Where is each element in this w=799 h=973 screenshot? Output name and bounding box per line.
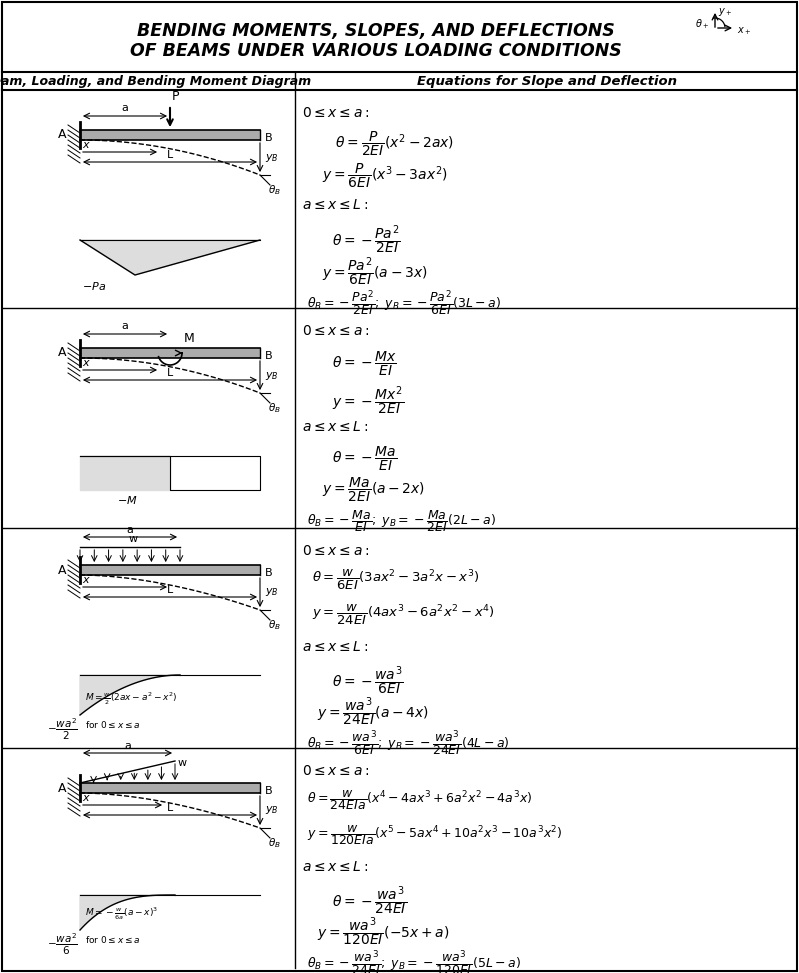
Text: B: B — [265, 786, 272, 796]
Bar — [80, 130, 260, 140]
Text: OF BEAMS UNDER VARIOUS LOADING CONDITIONS: OF BEAMS UNDER VARIOUS LOADING CONDITION… — [129, 42, 622, 60]
Text: $\theta_B = -\dfrac{wa^3}{24EI};\; y_B = -\dfrac{wa^3}{120EI}(5L - a)$: $\theta_B = -\dfrac{wa^3}{24EI};\; y_B =… — [307, 948, 521, 973]
Text: $x$: $x$ — [82, 140, 91, 150]
Text: a: a — [121, 103, 129, 113]
Text: $x_+$: $x_+$ — [737, 25, 751, 37]
Text: $0 \leq x \leq a:$: $0 \leq x \leq a:$ — [302, 764, 369, 778]
Text: $y = \dfrac{wa^3}{120EI}(-5x + a)$: $y = \dfrac{wa^3}{120EI}(-5x + a)$ — [317, 915, 450, 948]
Text: $y_B$: $y_B$ — [265, 587, 279, 598]
Text: $\theta = -\dfrac{wa^3}{6EI}$: $\theta = -\dfrac{wa^3}{6EI}$ — [332, 664, 403, 697]
Text: $a \leq x \leq L:$: $a \leq x \leq L:$ — [302, 198, 368, 212]
Text: $\theta = -\dfrac{Pa^2}{2EI}$: $\theta = -\dfrac{Pa^2}{2EI}$ — [332, 223, 400, 256]
Polygon shape — [80, 456, 170, 490]
Text: $y_+$: $y_+$ — [718, 6, 732, 18]
Text: $y_B$: $y_B$ — [265, 152, 279, 163]
Text: a: a — [121, 321, 129, 331]
Text: $0 \leq x \leq a:$: $0 \leq x \leq a:$ — [302, 544, 369, 558]
Text: L: L — [167, 150, 173, 160]
Text: $\theta = -\dfrac{Ma}{EI}$: $\theta = -\dfrac{Ma}{EI}$ — [332, 445, 397, 473]
Text: $\theta_B$: $\theta_B$ — [268, 618, 281, 631]
Text: $\quad\theta = \dfrac{P}{2EI}(x^2 - 2ax)$: $\quad\theta = \dfrac{P}{2EI}(x^2 - 2ax)… — [322, 130, 454, 159]
Text: $\theta = \dfrac{w}{24EIa}(x^4 - 4ax^3 + 6a^2x^2 - 4a^3x)$: $\theta = \dfrac{w}{24EIa}(x^4 - 4ax^3 +… — [307, 788, 532, 811]
Text: M: M — [184, 333, 195, 345]
Text: $\theta = -\dfrac{wa^3}{24EI}$: $\theta = -\dfrac{wa^3}{24EI}$ — [332, 884, 407, 917]
Text: $\theta_B$: $\theta_B$ — [268, 183, 281, 197]
Text: $\theta_B = -\dfrac{Ma}{EI};\; y_B = -\dfrac{Ma}{2EI}(2L - a)$: $\theta_B = -\dfrac{Ma}{EI};\; y_B = -\d… — [307, 508, 496, 534]
Text: $-\dfrac{wa^2}{2}$: $-\dfrac{wa^2}{2}$ — [47, 717, 78, 742]
Text: L: L — [167, 368, 173, 378]
Text: B: B — [265, 568, 272, 578]
Text: A: A — [58, 346, 66, 359]
Text: w: w — [129, 534, 137, 544]
Polygon shape — [80, 240, 260, 275]
Bar — [80, 783, 260, 793]
Text: $0 \leq x \leq a:$: $0 \leq x \leq a:$ — [302, 324, 369, 338]
Text: A: A — [58, 128, 66, 141]
Text: a: a — [124, 741, 131, 751]
Text: $\theta = -\dfrac{Mx}{EI}$: $\theta = -\dfrac{Mx}{EI}$ — [332, 350, 397, 378]
Text: $y = \dfrac{Pa^2}{6EI}(a - 3x)$: $y = \dfrac{Pa^2}{6EI}(a - 3x)$ — [322, 255, 427, 288]
Text: $\theta_B = -\dfrac{wa^3}{6EI};\; y_B = -\dfrac{wa^3}{24EI}(4L - a)$: $\theta_B = -\dfrac{wa^3}{6EI};\; y_B = … — [307, 728, 510, 758]
Text: B: B — [265, 133, 272, 143]
Bar — [80, 348, 260, 358]
Text: $\theta_B$: $\theta_B$ — [268, 836, 281, 849]
Text: $y = \dfrac{w}{24EI}(4ax^3 - 6a^2x^2 - x^4)$: $y = \dfrac{w}{24EI}(4ax^3 - 6a^2x^2 - x… — [312, 603, 495, 628]
Text: $-Pa$: $-Pa$ — [82, 280, 106, 292]
Text: $M=-\frac{w}{6a}(a-x)^3$: $M=-\frac{w}{6a}(a-x)^3$ — [85, 906, 158, 922]
Text: $a \leq x \leq L:$: $a \leq x \leq L:$ — [302, 860, 368, 874]
Text: A: A — [58, 563, 66, 576]
Text: $x$: $x$ — [82, 575, 91, 585]
Text: Equations for Slope and Deflection: Equations for Slope and Deflection — [417, 75, 677, 88]
Text: $y_B$: $y_B$ — [265, 370, 279, 381]
Text: $-M$: $-M$ — [117, 494, 137, 506]
Text: L: L — [167, 803, 173, 813]
Text: $\theta_B = -\dfrac{Pa^2}{2EI};\; y_B = -\dfrac{Pa^2}{6EI}(3L - a)$: $\theta_B = -\dfrac{Pa^2}{2EI};\; y_B = … — [307, 288, 501, 317]
Text: $0 \leq x \leq a:$: $0 \leq x \leq a:$ — [302, 106, 369, 120]
Text: for $0\leq x \leq a$: for $0\leq x \leq a$ — [85, 934, 141, 945]
Text: $-\dfrac{wa^2}{6}$: $-\dfrac{wa^2}{6}$ — [47, 932, 78, 957]
Text: Beam, Loading, and Bending Moment Diagram: Beam, Loading, and Bending Moment Diagra… — [0, 75, 312, 88]
Text: $a \leq x \leq L:$: $a \leq x \leq L:$ — [302, 640, 368, 654]
Text: $M=\frac{w}{2}(2ax-a^2-x^2)$: $M=\frac{w}{2}(2ax-a^2-x^2)$ — [85, 691, 177, 707]
Text: $a \leq x \leq L:$: $a \leq x \leq L:$ — [302, 420, 368, 434]
Polygon shape — [80, 675, 180, 715]
Text: $\theta = \dfrac{w}{6EI}(3ax^2 - 3a^2x - x^3)$: $\theta = \dfrac{w}{6EI}(3ax^2 - 3a^2x -… — [312, 568, 479, 593]
Text: $y = -\dfrac{Mx^2}{2EI}$: $y = -\dfrac{Mx^2}{2EI}$ — [332, 384, 404, 417]
Text: $\theta_B$: $\theta_B$ — [268, 401, 281, 414]
Polygon shape — [80, 895, 175, 930]
Text: $y = \dfrac{wa^3}{24EI}(a - 4x)$: $y = \dfrac{wa^3}{24EI}(a - 4x)$ — [317, 695, 429, 728]
Text: for $0\leq x \leq a$: for $0\leq x \leq a$ — [85, 719, 141, 730]
Text: B: B — [265, 351, 272, 361]
Text: a: a — [126, 525, 133, 535]
Text: $y = \dfrac{P}{6EI}(x^3 - 3ax^2)$: $y = \dfrac{P}{6EI}(x^3 - 3ax^2)$ — [322, 162, 448, 191]
Text: A: A — [58, 781, 66, 795]
Text: L: L — [167, 585, 173, 595]
Text: $y = \dfrac{w}{120EIa}(x^5 - 5ax^4 + 10a^2x^3 - 10a^3x^2)$: $y = \dfrac{w}{120EIa}(x^5 - 5ax^4 + 10a… — [307, 823, 562, 847]
Bar — [80, 565, 260, 575]
Text: P: P — [172, 90, 180, 103]
Text: w: w — [178, 758, 187, 768]
Text: $x$: $x$ — [82, 793, 91, 803]
Text: BENDING MOMENTS, SLOPES, AND DEFLECTIONS: BENDING MOMENTS, SLOPES, AND DEFLECTIONS — [137, 22, 614, 40]
Text: $\theta_+$: $\theta_+$ — [695, 18, 710, 31]
Text: $y = \dfrac{Ma}{2EI}(a - 2x)$: $y = \dfrac{Ma}{2EI}(a - 2x)$ — [322, 476, 425, 504]
Text: $x$: $x$ — [82, 358, 91, 368]
Text: $y_B$: $y_B$ — [265, 805, 279, 816]
